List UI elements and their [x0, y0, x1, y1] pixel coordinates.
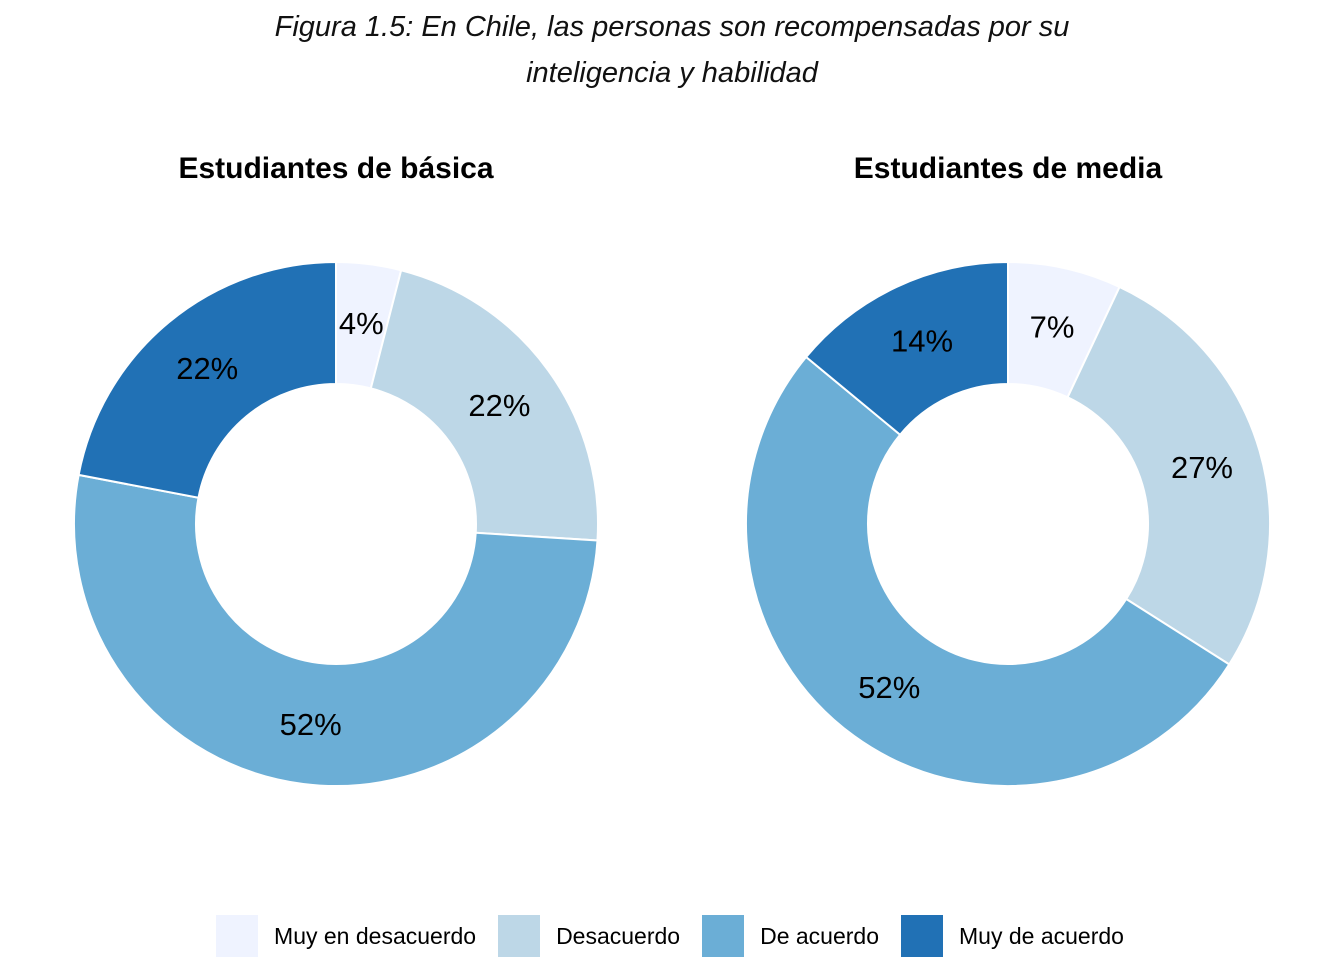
legend-swatch	[498, 915, 541, 957]
legend-label: Muy de acuerdo	[959, 922, 1124, 949]
donut-media-slice-de-acuerdo	[745, 355, 1231, 787]
legend-label: De acuerdo	[760, 922, 880, 949]
legend-swatch	[901, 915, 944, 957]
legend-swatch	[216, 915, 259, 957]
donut-basica-label-desacuerdo: 22%	[468, 388, 530, 423]
donut-media-label-desacuerdo: 27%	[1171, 450, 1233, 485]
donut-basica-slice-de-acuerdo	[73, 473, 599, 787]
donut-media-label-muy-en-desacuerdo: 7%	[1030, 309, 1075, 344]
legend-item-de-acuerdo: De acuerdo	[702, 915, 883, 957]
donut-media-slice-muy-de-acuerdo	[804, 260, 1009, 437]
donut-basica-slice-desacuerdo	[369, 269, 599, 542]
legend: Muy en desacuerdo Desacuerdo De acuerdo …	[0, 914, 1344, 958]
chart-title-basica: Estudiantes de básica	[178, 152, 494, 185]
legend-label: Desacuerdo	[556, 922, 681, 949]
figure-title-line-2: inteligencia y habilidad	[526, 57, 818, 89]
donut-basica-label-muy-en-desacuerdo: 4%	[339, 306, 384, 341]
donut-media-label-muy-de-acuerdo: 14%	[891, 324, 953, 359]
legend-item-muy-en-desacuerdo: Muy en desacuerdo	[216, 915, 480, 957]
figure-title-line-1: Figura 1.5: En Chile, las personas son r…	[274, 11, 1070, 43]
legend-swatch	[702, 915, 745, 957]
legend-item-muy-de-acuerdo: Muy de acuerdo	[901, 915, 1128, 957]
donut-basica-label-muy-de-acuerdo: 22%	[176, 351, 238, 386]
donut-basica-label-de-acuerdo: 52%	[280, 707, 342, 742]
donut-basica-slice-muy-de-acuerdo	[77, 260, 337, 499]
figure-title: Figura 1.5: En Chile, las personas son r…	[0, 4, 1344, 96]
legend-label: Muy en desacuerdo	[274, 922, 477, 949]
donut-media-label-de-acuerdo: 52%	[858, 670, 920, 705]
donut-media-slice-desacuerdo	[1066, 285, 1271, 666]
legend-item-desacuerdo: Desacuerdo	[498, 915, 684, 957]
chart-title-media: Estudiantes de media	[853, 152, 1163, 185]
